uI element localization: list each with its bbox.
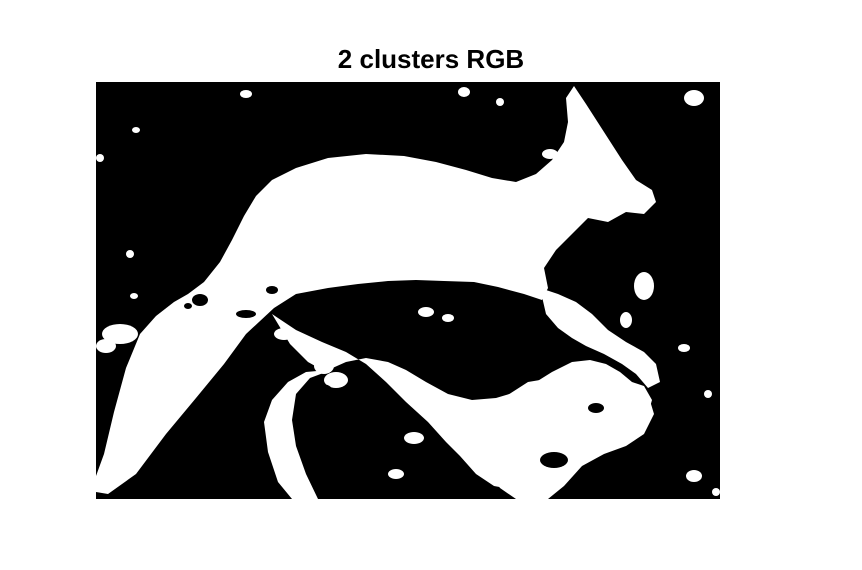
segmentation-image [96,82,720,499]
figure-title: 2 clusters RGB [337,44,525,74]
dark-speckles [184,286,604,468]
